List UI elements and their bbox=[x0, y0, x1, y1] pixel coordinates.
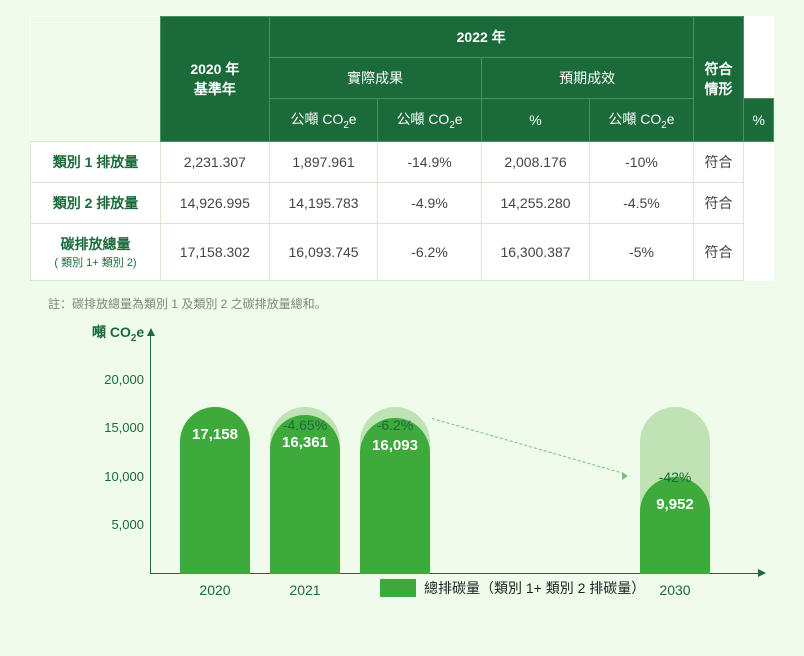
chart-ylabel: 噸 CO2e bbox=[92, 322, 144, 344]
chart-bar: 16,361-4.65% bbox=[270, 407, 340, 573]
cell-actual-pct: -14.9% bbox=[378, 141, 481, 182]
emissions-table: 2020 年基準年 2022 年 符合情形 實際成果 預期成效 公噸 CO2e … bbox=[30, 16, 774, 281]
th-2022: 2022 年 bbox=[269, 17, 693, 58]
cell-exp-pct: -10% bbox=[590, 141, 693, 182]
bar-value-label: 16,093 bbox=[360, 437, 430, 454]
cell-compliance: 符合 bbox=[693, 223, 744, 280]
table-row: 碳排放總量( 類別 1+ 類別 2)17,158.30216,093.745-6… bbox=[31, 223, 774, 280]
chart-bar: 17,158 bbox=[180, 407, 250, 573]
th-base-year: 2020 年基準年 bbox=[161, 17, 270, 142]
cell-base: 14,926.995 bbox=[161, 182, 270, 223]
cell-exp-val: 2,008.176 bbox=[481, 141, 590, 182]
chart-ytick: 10,000 bbox=[94, 469, 144, 484]
projection-arrow-icon bbox=[622, 472, 628, 480]
th-base-co2e: 公噸 CO2e bbox=[269, 99, 378, 142]
cell-compliance: 符合 bbox=[693, 182, 744, 223]
cell-actual-val: 16,093.745 bbox=[269, 223, 378, 280]
chart-y-axis bbox=[150, 334, 151, 574]
row-label: 碳排放總量( 類別 1+ 類別 2) bbox=[31, 223, 161, 280]
cell-exp-pct: -5% bbox=[590, 223, 693, 280]
th-actual-co2e: 公噸 CO2e bbox=[378, 99, 481, 142]
row-label: 類別 1 排放量 bbox=[31, 141, 161, 182]
cell-compliance: 符合 bbox=[693, 141, 744, 182]
cell-actual-pct: -6.2% bbox=[378, 223, 481, 280]
table-footnote: 註：碳排放總量為類別 1 及類別 2 之碳排放量總和。 bbox=[48, 295, 774, 312]
chart-ytick: 15,000 bbox=[94, 420, 144, 435]
bar-pct-label: -42% bbox=[640, 469, 710, 485]
chart-ytick: 20,000 bbox=[94, 372, 144, 387]
bar-pct-label: -4.65% bbox=[270, 417, 340, 433]
cell-exp-pct: -4.5% bbox=[590, 182, 693, 223]
chart-xtick: 2030 bbox=[635, 582, 715, 598]
th-expected: 預期成效 bbox=[481, 58, 693, 99]
legend-swatch bbox=[380, 579, 416, 597]
cell-exp-val: 14,255.280 bbox=[481, 182, 590, 223]
th-exp-pct: % bbox=[744, 99, 774, 142]
th-actual-pct: % bbox=[481, 99, 590, 142]
table-row: 類別 2 排放量14,926.99514,195.783-4.9%14,255.… bbox=[31, 182, 774, 223]
bar-value-label: 9,952 bbox=[640, 496, 710, 513]
cell-actual-val: 1,897.961 bbox=[269, 141, 378, 182]
projection-line bbox=[432, 418, 625, 474]
emissions-chart: 噸 CO2e 5,000 10,000 15,000 20,000 17,158 2020… bbox=[40, 322, 760, 612]
chart-ytick: 5,000 bbox=[94, 517, 144, 532]
th-exp-co2e: 公噸 CO2e bbox=[590, 99, 693, 142]
chart-xtick: 2020 bbox=[175, 582, 255, 598]
legend-label: 總排碳量（類別 1+ 類別 2 排碳量） bbox=[424, 578, 645, 598]
th-actual: 實際成果 bbox=[269, 58, 481, 99]
chart-xtick: 2021 bbox=[265, 582, 345, 598]
bar-value-label: 16,361 bbox=[270, 434, 340, 451]
chart-legend: 總排碳量（類別 1+ 類別 2 排碳量） bbox=[380, 578, 645, 598]
cell-base: 17,158.302 bbox=[161, 223, 270, 280]
th-compliance: 符合情形 bbox=[693, 17, 744, 142]
cell-exp-val: 16,300.387 bbox=[481, 223, 590, 280]
cell-actual-pct: -4.9% bbox=[378, 182, 481, 223]
cell-base: 2,231.307 bbox=[161, 141, 270, 182]
bar-value-label: 17,158 bbox=[180, 426, 250, 443]
table-row: 類別 1 排放量2,231.3071,897.961-14.9%2,008.17… bbox=[31, 141, 774, 182]
bar-pct-label: -6.2% bbox=[360, 417, 430, 433]
row-label: 類別 2 排放量 bbox=[31, 182, 161, 223]
chart-bar: 9,952 -42% bbox=[640, 407, 710, 573]
cell-actual-val: 14,195.783 bbox=[269, 182, 378, 223]
chart-bar: 16,093 -6.2% bbox=[360, 407, 430, 573]
